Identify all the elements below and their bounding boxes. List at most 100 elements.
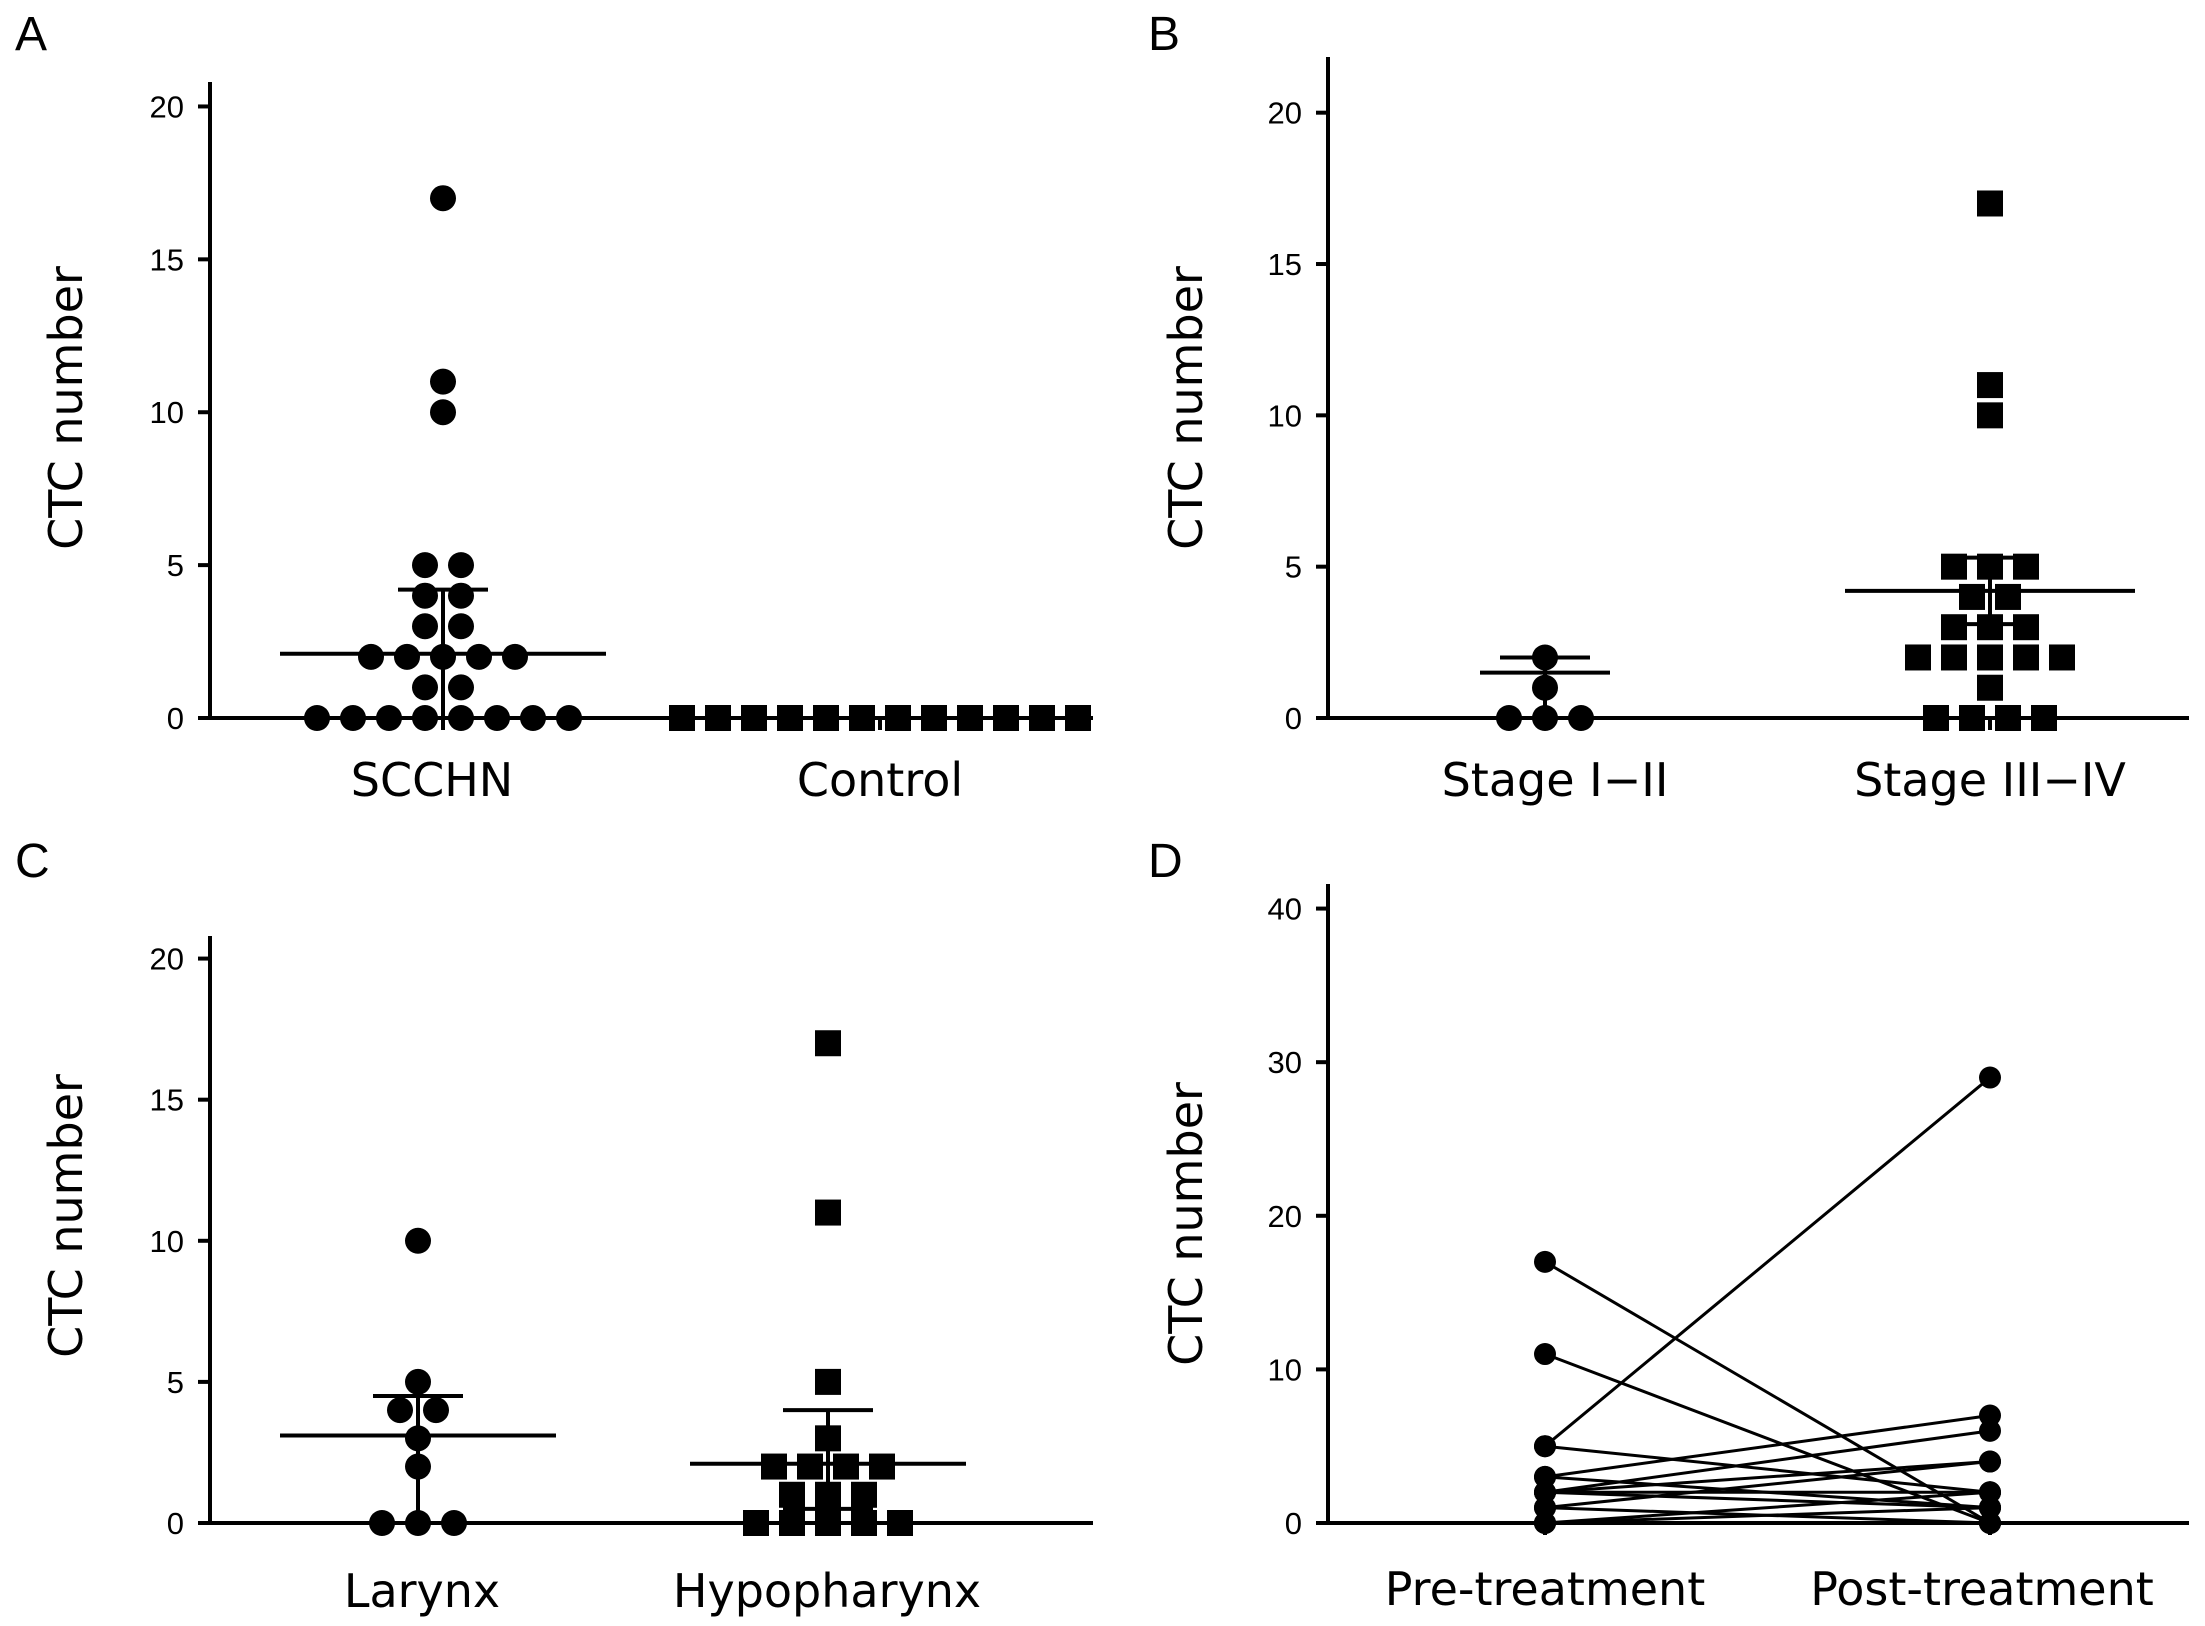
pre-treatment-point [1534, 1481, 1556, 1504]
data-point-circle [466, 643, 492, 670]
data-point-square [797, 1453, 823, 1480]
y-tick-label: 0 [1285, 1506, 1302, 1541]
data-point-square [851, 1510, 877, 1536]
pre-treatment-point [1534, 1512, 1556, 1534]
data-point-square [2049, 644, 2075, 671]
y-tick-label: 5 [1285, 550, 1302, 585]
paired-line [1544, 1076, 1991, 1448]
post-treatment-point [1979, 1404, 2001, 1427]
panel-b: B CTC number Stage I−II Stage III−IV 0 5 1… [1148, 8, 2189, 807]
data-point-circle [484, 705, 510, 731]
data-point-square [813, 705, 839, 731]
y-tick-label: 0 [167, 701, 184, 736]
category-label-scchn: SCCHN [351, 753, 513, 807]
data-point-circle [412, 582, 438, 609]
data-point-circle [405, 1227, 431, 1254]
category-label-post-treatment: Post-treatment [1810, 1562, 2154, 1616]
panel-label-c: C [15, 835, 50, 888]
data-point-circle [520, 705, 546, 731]
data-point-square [779, 1481, 805, 1508]
data-point-square [1905, 644, 1931, 671]
data-point-square [815, 1510, 841, 1536]
panel-label-a: A [15, 8, 47, 61]
data-point-circle [448, 582, 474, 609]
data-point-circle [502, 643, 528, 670]
y-tick-label: 15 [150, 242, 184, 277]
y-axis-label-a: CTC number [39, 266, 93, 550]
pre-treatment-point [1534, 1250, 1556, 1273]
data-point-square [887, 1510, 913, 1536]
paired-line [1544, 1460, 1991, 1494]
y-tick-label: 0 [167, 1506, 184, 1541]
data-point-circle [412, 613, 438, 640]
data-point-circle [412, 552, 438, 579]
data-point-circle [423, 1397, 449, 1424]
data-point-square [2031, 705, 2057, 731]
y-tick-label: 20 [1268, 96, 1302, 131]
data-point-square [833, 1453, 859, 1480]
y-tick-label: 15 [1268, 247, 1302, 282]
data-point-square [1995, 705, 2021, 731]
data-point-circle [394, 643, 420, 670]
data-point-square [849, 705, 875, 731]
paired-line [1544, 1444, 1991, 1494]
y-tick-label: 10 [150, 1224, 184, 1259]
data-point-circle [412, 674, 438, 701]
data-point-circle [448, 613, 474, 640]
y-tick-label: 10 [1268, 1352, 1302, 1387]
data-point-square [1959, 705, 1985, 731]
paired-line [1544, 1352, 1991, 1525]
data-point-square [815, 1368, 841, 1395]
data-point-square [741, 705, 767, 731]
y-axis-label-c: CTC number [39, 1074, 93, 1358]
data-point-square [779, 1510, 805, 1536]
data-point-circle [430, 368, 456, 395]
category-label-stage-iii-iv: Stage III−IV [1854, 753, 2126, 807]
post-treatment-point [1979, 1066, 2001, 1089]
data-point-circle [430, 185, 456, 212]
category-label-larynx: Larynx [344, 1564, 500, 1618]
y-tick-label: 10 [1268, 398, 1302, 433]
data-point-square [815, 1199, 841, 1226]
data-point-circle [448, 674, 474, 701]
post-treatment-point [1979, 1496, 2001, 1519]
data-point-circle [405, 1368, 431, 1395]
y-tick-label: 20 [1268, 1199, 1302, 1234]
paired-line [1544, 1490, 1991, 1525]
data-point-square [669, 705, 695, 731]
y-tick-label: 15 [150, 1083, 184, 1118]
data-point-circle [448, 552, 474, 579]
data-point-square [743, 1510, 769, 1536]
paired-line [1544, 1506, 1991, 1525]
data-point-square [1923, 705, 1949, 731]
post-treatment-point [1979, 1512, 2001, 1534]
data-point-square [705, 705, 731, 731]
data-point-circle [304, 705, 330, 731]
y-tick-label: 30 [1268, 1045, 1302, 1080]
post-treatment-point [1979, 1450, 2001, 1473]
y-tick-label: 10 [150, 395, 184, 430]
paired-line [1544, 1490, 1991, 1510]
data-point-square [1977, 190, 2003, 217]
data-point-square [777, 705, 803, 731]
panel-a: A CTC number SCCHN Control 0 5 10 15 20 [15, 8, 1093, 807]
data-point-circle [430, 399, 456, 426]
post-treatment-point [1979, 1419, 2001, 1442]
panel-d: D CTC number Pre-treatment Post-treatmen… [1148, 835, 2189, 1616]
data-point-circle [556, 705, 582, 731]
data-point-square [761, 1453, 787, 1480]
y-tick-label: 20 [150, 942, 184, 977]
data-point-circle [376, 705, 402, 731]
data-point-square [851, 1481, 877, 1508]
data-point-square [1065, 705, 1091, 731]
data-point-circle [340, 705, 366, 731]
paired-line [1544, 1413, 1991, 1479]
panel-c: C CTC number Larynx Hypopharynx 0 5 10 15 20 [15, 835, 1093, 1618]
data-point-square [993, 705, 1019, 731]
data-point-square [1977, 372, 2003, 399]
paired-line [1544, 1429, 1991, 1494]
data-point-square [2013, 614, 2039, 641]
category-label-stage-i-ii: Stage I−II [1442, 753, 1669, 807]
data-point-square [1941, 614, 1967, 641]
